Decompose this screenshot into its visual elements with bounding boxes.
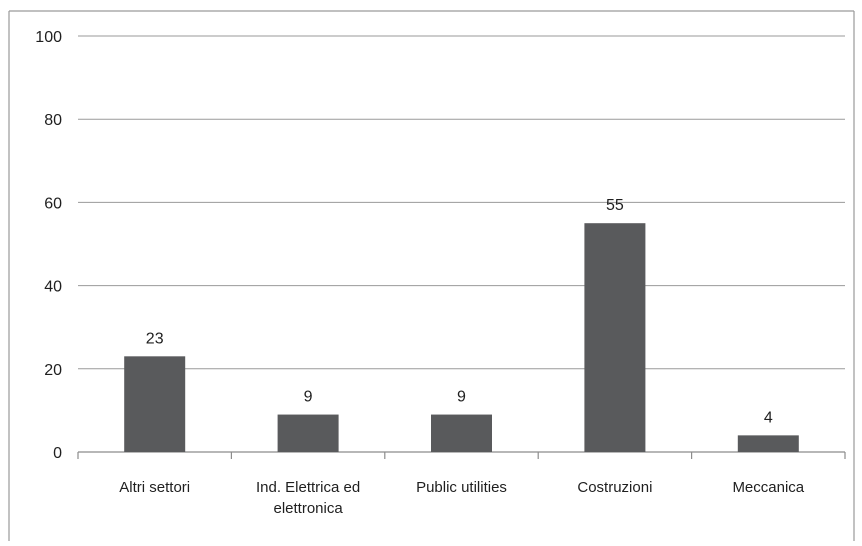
y-tick-label: 0	[53, 445, 62, 462]
y-tick-label: 20	[44, 362, 62, 379]
x-tick-label: Ind. Elettrica ed	[256, 479, 360, 496]
y-tick-label: 80	[44, 112, 62, 129]
data-label: 9	[457, 389, 466, 406]
x-tick-label: Altri settori	[119, 479, 190, 496]
y-tick-label: 40	[44, 279, 62, 296]
bar	[124, 356, 186, 452]
data-label: 23	[146, 330, 164, 347]
data-label: 4	[764, 409, 773, 426]
bar	[431, 414, 492, 452]
x-tick-label: Costruzioni	[577, 479, 652, 496]
bar	[584, 223, 646, 452]
x-tick-label: Meccanica	[732, 479, 804, 496]
data-label: 9	[304, 389, 313, 406]
data-label: 55	[606, 197, 624, 214]
bar	[737, 435, 799, 452]
x-tick-label: Public utilities	[416, 479, 507, 496]
x-tick-label: elettronica	[273, 500, 343, 517]
y-tick-label: 100	[35, 29, 62, 46]
y-tick-label: 60	[44, 195, 62, 212]
bar	[277, 414, 339, 452]
